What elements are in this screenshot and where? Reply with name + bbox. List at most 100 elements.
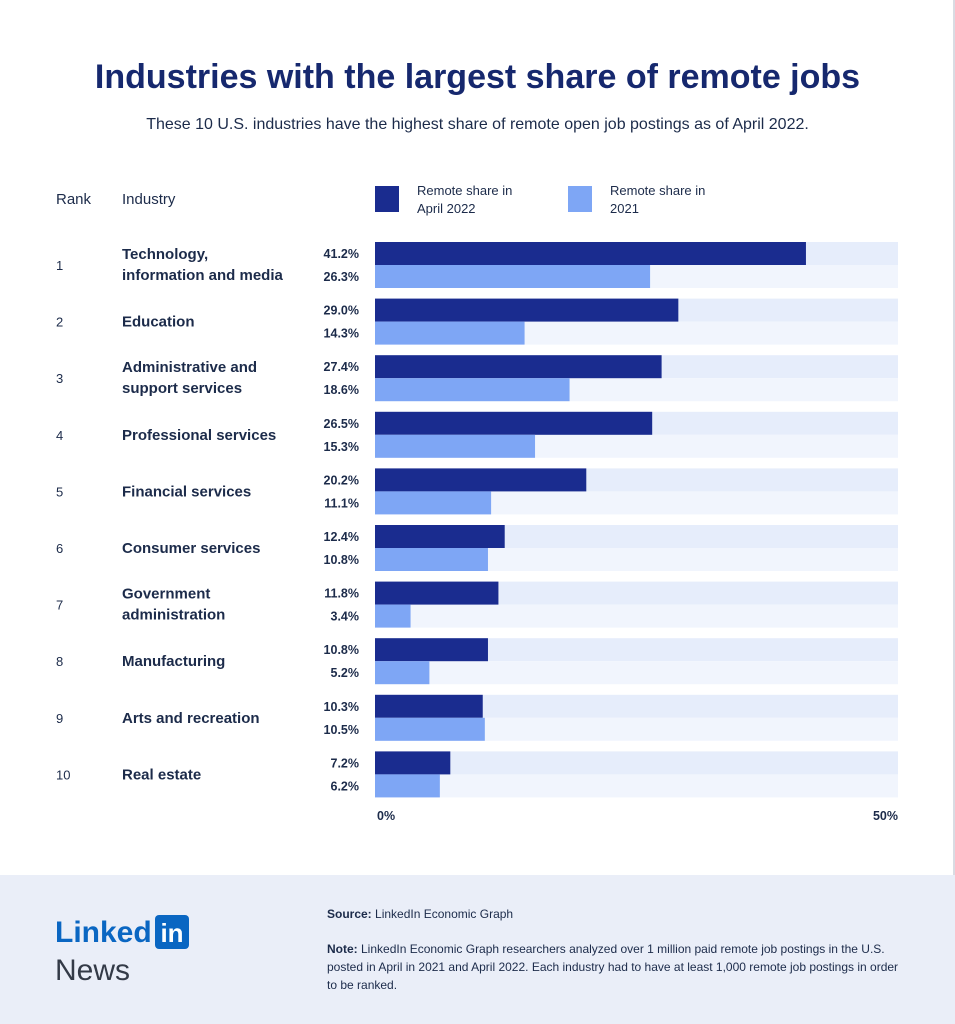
data-label-2021: 15.3% <box>324 440 359 454</box>
rank-label: 4 <box>56 428 63 443</box>
bar-track-2022 <box>375 751 898 775</box>
bar-2022 <box>375 411 653 435</box>
industry-label: Administrative and <box>122 359 257 376</box>
industry-label: Manufacturing <box>122 653 225 670</box>
bar-2021 <box>375 774 440 798</box>
footer <box>0 875 955 1024</box>
x-tick-label-50: 50% <box>873 809 898 823</box>
bar-track-2022 <box>375 525 898 548</box>
legend-label-2021-line-1: Remote share in <box>610 183 706 198</box>
bar-track-2022 <box>375 581 898 605</box>
methodology-note: Note: LinkedIn Economic Graph researcher… <box>327 940 907 994</box>
industry-column-header: Industry <box>122 191 176 208</box>
bar-track-2021 <box>375 548 898 571</box>
bar-2022 <box>375 581 499 605</box>
bar-2021 <box>375 378 570 402</box>
page-title: Industries with the largest share of rem… <box>94 58 861 96</box>
source-label: Source: <box>327 907 372 921</box>
bar-2021 <box>375 434 536 458</box>
data-label-2022: 10.8% <box>324 643 359 657</box>
bar-2021 <box>375 717 485 741</box>
rank-label: 3 <box>56 371 63 386</box>
rank-label: 2 <box>56 315 63 330</box>
rank-label: 10 <box>56 767 70 782</box>
bar-2022 <box>375 638 488 662</box>
industry-label: Technology, <box>122 246 208 263</box>
bar-2022 <box>375 751 451 775</box>
page-subtitle: These 10 U.S. industries have the highes… <box>146 116 809 133</box>
note-label: Note: <box>327 942 358 956</box>
bar-track-2021 <box>375 604 898 628</box>
note-text: LinkedIn Economic Graph researchers anal… <box>327 942 899 992</box>
bar-2021 <box>375 491 492 515</box>
data-label-2022: 20.2% <box>324 473 359 487</box>
bar-track-2022 <box>375 638 898 662</box>
data-label-2022: 7.2% <box>331 756 360 770</box>
legend-swatch-2021 <box>568 186 592 212</box>
data-label-2021: 5.2% <box>331 666 360 680</box>
bar-chart: 41.2% 26.3% 1 Technology, information and me… <box>56 242 898 823</box>
industry-label: Financial services <box>122 483 251 500</box>
bar-2021 <box>375 265 651 288</box>
bar-2021 <box>375 661 430 685</box>
linkedin-logo-text: Linked <box>55 916 152 949</box>
bar-track-2021 <box>375 774 898 798</box>
linkedin-logo-icon: in <box>155 915 189 949</box>
rank-column-header: Rank <box>56 191 92 208</box>
bar-2022 <box>375 525 505 548</box>
industry-label: Professional services <box>122 427 276 444</box>
source-text: LinkedIn Economic Graph <box>371 907 514 921</box>
data-label-2022: 26.5% <box>324 417 359 431</box>
x-tick-label-0: 0% <box>377 809 395 823</box>
data-label-2022: 10.3% <box>324 700 359 714</box>
bar-track-2021 <box>375 661 898 685</box>
industry-label: information and media <box>122 267 284 284</box>
rank-label: 8 <box>56 654 63 669</box>
data-label-2022: 29.0% <box>324 304 359 318</box>
page-border <box>953 0 955 1024</box>
industry-label: Government <box>122 586 210 603</box>
rank-label: 6 <box>56 541 63 556</box>
bar-track-2022 <box>375 694 898 718</box>
bar-2021 <box>375 321 525 345</box>
industry-label: Education <box>122 314 195 331</box>
bar-2021 <box>375 604 411 628</box>
data-label-2021: 6.2% <box>331 779 360 793</box>
bar-2022 <box>375 298 679 322</box>
rank-label: 9 <box>56 711 63 726</box>
data-label-2021: 26.3% <box>324 270 359 284</box>
legend-label-2021-line-2: 2021 <box>610 201 639 216</box>
legend-label-2022-line-2: April 2022 <box>417 201 476 216</box>
source-note: Source: LinkedIn Economic Graph <box>327 907 513 921</box>
bar-2022 <box>375 355 662 379</box>
linkedin-news-text: News <box>55 954 131 987</box>
data-label-2021: 14.3% <box>324 327 359 341</box>
bar-2021 <box>375 548 488 571</box>
data-label-2021: 10.8% <box>324 553 359 567</box>
industry-label: Real estate <box>122 766 201 783</box>
legend-label-2022: Remote share in April 2022 <box>417 182 537 218</box>
data-label-2022: 11.8% <box>324 587 359 601</box>
industry-label: support services <box>122 380 242 397</box>
legend-label-2021: Remote share in 2021 <box>610 182 730 218</box>
rank-label: 1 <box>56 258 63 273</box>
rank-label: 7 <box>56 598 63 613</box>
data-label-2022: 41.2% <box>324 247 359 261</box>
bar-2022 <box>375 468 587 492</box>
bar-track-2021 <box>375 717 898 741</box>
legend-swatch-2022 <box>375 186 399 212</box>
legend-label-2022-line-1: Remote share in <box>417 183 513 198</box>
data-label-2022: 12.4% <box>324 530 359 544</box>
industry-label: Arts and recreation <box>122 710 260 727</box>
bar-2022 <box>375 242 806 265</box>
bar-track-2021 <box>375 491 898 515</box>
data-label-2021: 11.1% <box>324 496 359 510</box>
data-label-2021: 3.4% <box>331 610 360 624</box>
industry-label: Consumer services <box>122 540 260 557</box>
rank-label: 5 <box>56 484 63 499</box>
bar-2022 <box>375 694 483 718</box>
data-label-2021: 18.6% <box>324 383 359 397</box>
data-label-2021: 10.5% <box>324 723 359 737</box>
industry-label: administration <box>122 607 225 624</box>
data-label-2022: 27.4% <box>324 360 359 374</box>
